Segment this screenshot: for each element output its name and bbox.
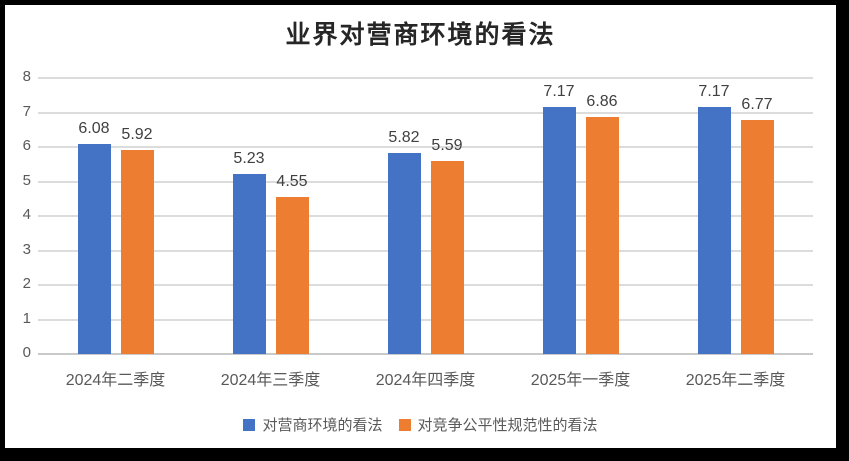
x-axis-category-5: 2025年二季度 (685, 372, 786, 389)
data-label-series1-group4: 7.17 (543, 82, 575, 100)
y-axis-tick-0: 0 (22, 344, 31, 361)
data-label-series1-group2: 5.23 (233, 149, 265, 167)
gridline-y-1 (38, 318, 813, 321)
y-axis-tick-8: 8 (22, 68, 31, 85)
data-label-series1-group5: 7.17 (698, 82, 730, 100)
legend: 对营商环境的看法 对竞争公平性规范性的看法 (5, 414, 836, 435)
bar-series1-group3 (387, 153, 421, 354)
bar-series1-group5 (697, 106, 731, 354)
y-axis-tick-7: 7 (22, 102, 31, 120)
y-axis-tick-4: 4 (22, 206, 31, 223)
legend-item-series2: 对竞争公平性规范性的看法 (398, 414, 598, 435)
gridline-y-4 (38, 215, 813, 217)
data-label-series1-group1: 6.08 (78, 120, 110, 138)
y-axis-tick-6: 6 (22, 137, 31, 154)
bar-series1-group2 (232, 173, 266, 354)
x-axis-category-1: 2024年二季度 (65, 372, 166, 389)
gridline-y-8 (38, 77, 813, 79)
gridline-y-2 (38, 284, 813, 286)
bar-series1-group1 (77, 144, 111, 354)
x-axis-category-3: 2024年四季度 (375, 372, 476, 389)
bar-series2-group3 (430, 161, 464, 354)
y-axis-tick-5: 5 (22, 171, 31, 189)
data-label-series2-group2: 4.55 (276, 173, 308, 191)
data-label-series2-group4: 6.86 (586, 93, 618, 111)
y-axis-tick-3: 3 (22, 240, 31, 258)
gridline-y-7 (38, 111, 813, 114)
y-axis-tick-2: 2 (22, 275, 31, 292)
bar-series2-group5 (740, 120, 774, 354)
gridline-y-5 (38, 180, 813, 183)
data-label-series2-group3: 5.59 (431, 137, 463, 155)
data-label-series1-group3: 5.82 (388, 129, 420, 147)
data-label-series2-group5: 6.77 (741, 96, 773, 114)
x-axis-category-2: 2024年三季度 (220, 372, 321, 389)
bar-series1-group4 (542, 106, 576, 354)
y-axis-tick-1: 1 (22, 309, 31, 327)
legend-swatch-icon (243, 418, 256, 431)
data-label-series2-group1: 5.92 (121, 125, 153, 143)
legend-label-series2: 对竞争公平性规范性的看法 (417, 417, 598, 434)
gridline-y-3 (38, 249, 813, 252)
chart-title: 业界对营商环境的看法 (285, 22, 556, 49)
legend-swatch-icon (398, 418, 411, 431)
x-axis-line (38, 353, 813, 355)
bar-series2-group2 (275, 197, 309, 354)
plot-area: 0 1 2 3 4 5 6 7 8 6.08 5.92 2024年二季度 5.23 4.55 2024年三季… (5, 5, 836, 448)
bar-series2-group1 (120, 149, 154, 354)
legend-label-series1: 对营商环境的看法 (262, 417, 383, 434)
bar-series2-group4 (585, 117, 619, 354)
x-axis-category-4: 2025年一季度 (530, 372, 631, 389)
legend-item-series1: 对营商环境的看法 (243, 414, 383, 435)
gridline-y-6 (38, 146, 813, 148)
